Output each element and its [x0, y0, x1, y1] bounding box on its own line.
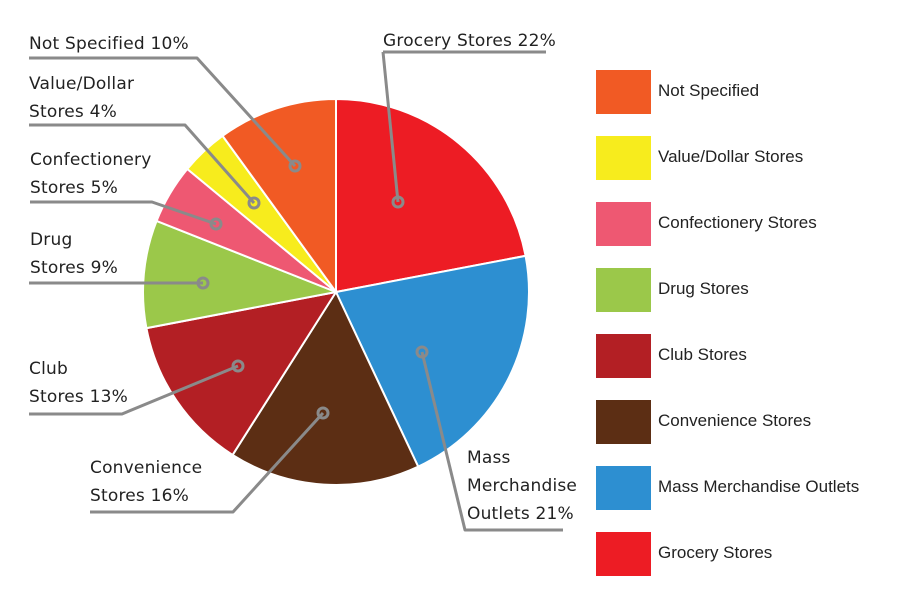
callout-value-text: Value/Dollar Stores 4%: [29, 74, 140, 122]
legend-swatch: [596, 334, 651, 378]
legend-label: Value/Dollar Stores: [658, 147, 804, 166]
legend-swatch: [596, 268, 651, 312]
callout-mass: Mass Merchandise Outlets 21%: [415, 345, 583, 532]
callout-value: Value/Dollar Stores 4%: [29, 74, 261, 210]
legend-label: Not Specified: [658, 81, 760, 100]
legend-label: Confectionery Stores: [658, 213, 817, 232]
legend-swatch: [596, 466, 651, 510]
leader-line: [29, 56, 297, 168]
pie-slice-drug-stores: [142, 219, 340, 330]
pie-slices: [142, 97, 530, 486]
leader-dot: [209, 217, 223, 231]
callout-notspec: Not Specified 10%: [29, 34, 302, 173]
leader-dot: [391, 195, 405, 209]
pie-slice-convenience-stores: [231, 289, 420, 486]
legend-label: Club Stores: [658, 345, 747, 364]
pie-slice-club-stores: [145, 290, 339, 457]
leader-line: [90, 411, 325, 514]
leader-line: [29, 123, 256, 204]
callout-convenience-text: Convenience Stores 16%: [90, 458, 208, 506]
pie-slice-grocery-stores: [335, 97, 527, 294]
legend-swatch: [596, 136, 651, 180]
leader-line: [420, 351, 563, 532]
legend-label: Convenience Stores: [658, 411, 812, 430]
callout-club-text: Club Stores 13%: [29, 359, 128, 407]
legend-label: Mass Merchandise Outlets: [658, 477, 860, 496]
legend-swatch: [596, 70, 651, 114]
legend-swatch: [596, 400, 651, 444]
callout-confectionery: Confectionery Stores 5%: [30, 150, 223, 231]
leader-dot: [415, 345, 429, 359]
callout-notspec-text: Not Specified 10%: [29, 34, 189, 54]
leader-dot: [247, 196, 261, 210]
callout-confectionery-text: Confectionery Stores 5%: [30, 150, 157, 198]
callout-drug-text: Drug Stores 9%: [30, 230, 118, 278]
legend-label: Drug Stores: [658, 279, 749, 298]
legend-swatch: [596, 202, 651, 246]
callout-grocery: Grocery Stores 22%: [381, 31, 556, 209]
leader-line: [381, 51, 400, 203]
legend-label: Grocery Stores: [658, 543, 773, 562]
callout-drug: Drug Stores 9%: [29, 230, 210, 290]
leader-line: [30, 200, 217, 226]
leader-line: [29, 364, 239, 416]
pie-slice-mass-merchandise-outlets: [334, 254, 530, 468]
legend-swatch: [596, 532, 651, 576]
leader-dot: [231, 359, 245, 373]
callout-mass-text: Mass Merchandise Outlets 21%: [467, 448, 583, 524]
leader-dot: [316, 406, 330, 420]
callout-grocery-text: Grocery Stores 22%: [383, 31, 556, 51]
leader-dot: [288, 159, 302, 173]
callouts: Grocery Stores 22% Mass Merchandise Outl…: [29, 31, 583, 532]
pie-slice-not-specified: [221, 97, 337, 296]
callout-club: Club Stores 13%: [29, 359, 245, 416]
leader-dot: [196, 276, 210, 290]
callout-convenience: Convenience Stores 16%: [90, 406, 330, 514]
